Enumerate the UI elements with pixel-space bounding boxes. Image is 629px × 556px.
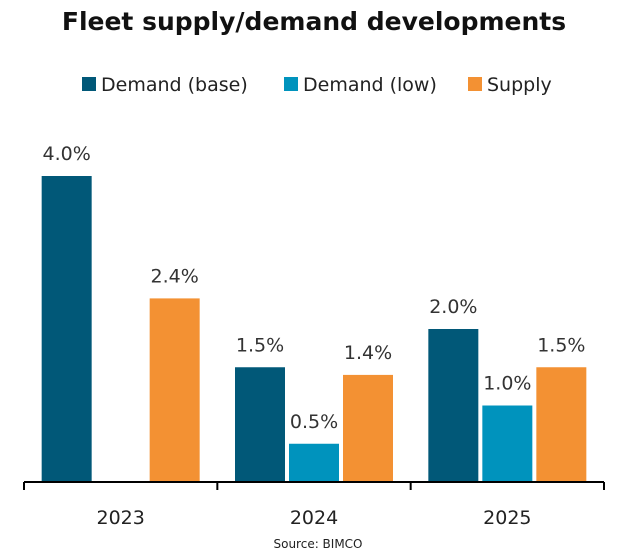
x-tick-label: 2025 bbox=[483, 507, 531, 529]
legend-swatch bbox=[82, 77, 96, 91]
data-label: 1.0% bbox=[483, 373, 531, 395]
legend-item: Supply bbox=[468, 74, 552, 96]
bar-2025-demand-low bbox=[482, 405, 533, 482]
legend-item: Demand (low) bbox=[284, 74, 437, 96]
x-tick-label: 2023 bbox=[96, 507, 144, 529]
chart-title: Fleet supply/demand developments bbox=[62, 7, 566, 36]
data-label: 1.5% bbox=[537, 334, 585, 356]
bar-2025-demand-base bbox=[428, 329, 479, 482]
source-note: Source: BIMCO bbox=[273, 537, 362, 551]
bar-2025-supply bbox=[536, 367, 587, 482]
legend-label: Supply bbox=[487, 74, 552, 96]
bar-2024-demand-base bbox=[235, 367, 285, 482]
legend-swatch bbox=[468, 77, 482, 91]
bars-group bbox=[41, 176, 587, 482]
data-label: 1.4% bbox=[344, 342, 392, 364]
x-axis: 2023 2024 2025 bbox=[23, 481, 605, 529]
legend-swatch bbox=[284, 77, 298, 91]
legend-label: Demand (low) bbox=[303, 74, 437, 96]
legend-label: Demand (base) bbox=[101, 74, 248, 96]
legend: Demand (base) Demand (low) Supply bbox=[82, 74, 552, 96]
data-label: 2.4% bbox=[151, 265, 199, 287]
bar-2023-supply bbox=[149, 298, 200, 482]
data-label: 0.5% bbox=[290, 411, 338, 433]
legend-item: Demand (base) bbox=[82, 74, 248, 96]
bar-2024-demand-low bbox=[289, 443, 339, 482]
bar-2023-demand-base bbox=[41, 176, 92, 482]
data-labels-group: 4.0% 2.4% 1.5% 0.5% 1.4% 2.0% 1.0% 1.5% bbox=[43, 143, 586, 433]
data-label: 4.0% bbox=[43, 143, 91, 165]
data-label: 2.0% bbox=[429, 296, 477, 318]
data-label: 1.5% bbox=[236, 334, 284, 356]
x-tick-label: 2024 bbox=[290, 507, 338, 529]
bar-2024-supply bbox=[343, 374, 393, 482]
